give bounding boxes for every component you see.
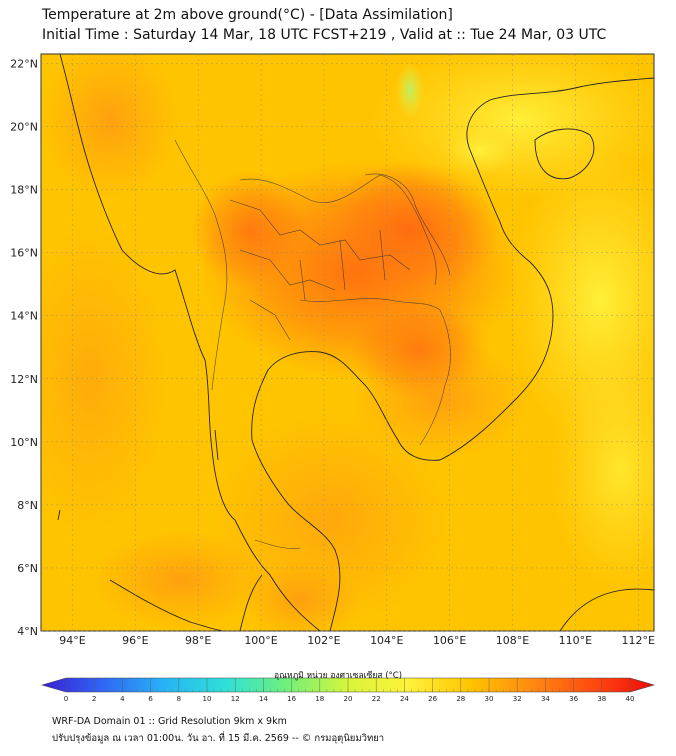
colorbar-tick-label: 10	[203, 695, 212, 703]
colorbar-tick-label: 38	[597, 695, 606, 703]
lon-tick-label: 102°E	[307, 634, 340, 647]
admin-borders	[174, 139, 451, 549]
graticule	[41, 54, 654, 632]
colorbar-tick-label: 8	[177, 695, 181, 703]
lat-tick-label: 4°N	[17, 625, 38, 638]
coastline-sumatra	[109, 579, 226, 631]
lon-tick-label: 96°E	[122, 634, 148, 647]
coastline-gulf-of-thailand	[251, 351, 441, 631]
colorbar-tick-label: 32	[513, 695, 522, 703]
colorbar-tick-label: 18	[315, 695, 324, 703]
colorbar-tick-label: 2	[92, 695, 96, 703]
lon-tick-labels: 94°E 96°E 98°E 100°E 102°E 104°E 106°E 108°E 110…	[59, 634, 655, 647]
border-cambodia-vietnam	[419, 309, 451, 446]
colorbar-tick-label: 4	[120, 695, 125, 703]
temperature-field	[41, 54, 654, 631]
lat-tick-label: 18°N	[10, 184, 38, 197]
lat-tick-label: 12°N	[10, 373, 38, 386]
lat-tick-label: 16°N	[10, 247, 38, 260]
lat-tick-label: 20°N	[10, 121, 38, 134]
hot-core-cambodia	[350, 300, 490, 400]
colorbar-tick-label: 26	[428, 695, 437, 703]
colorbar-tick-label: 36	[569, 695, 578, 703]
cool-area-hainan	[440, 125, 520, 175]
lon-tick-label: 98°E	[185, 634, 211, 647]
coastline-malaysia	[239, 574, 263, 631]
warm-area-northwest	[41, 54, 180, 200]
footer-line2: ปรับปรุงข้อมูล ณ เวลา 01:00น. วัน อา. ที…	[52, 733, 385, 744]
border-thailand-malaysia	[254, 539, 301, 549]
lon-tick-label: 94°E	[59, 634, 85, 647]
border-myanmar-thailand	[174, 139, 228, 391]
colorbar-label: อุณหภูมิ หน่วย องศาเซลเซียส (°C)	[273, 671, 403, 681]
hot-core-laos	[320, 160, 500, 300]
footer-line1: WRF-DA Domain 01 :: Grid Resolution 9km …	[52, 716, 287, 727]
colorbar-tick-label: 14	[259, 695, 268, 703]
coastline-borneo	[559, 588, 654, 631]
lat-tick-label: 14°N	[10, 310, 38, 323]
map-subtitle: Initial Time : Saturday 14 Mar, 18 UTC F…	[42, 27, 607, 43]
colorbar-tick-label: 28	[456, 695, 465, 703]
coastline-bay-of-bengal	[59, 54, 321, 631]
colorbar-ticks: 0 2 4 6 8 10 12 14 16 18 20 22 24 26 28 30 32 34 36 38 40	[64, 678, 635, 703]
colorbar-tick-label: 22	[372, 695, 381, 703]
colorbar-tick-label: 16	[287, 695, 296, 703]
lat-tick-label: 22°N	[10, 57, 38, 70]
lon-tick-label: 106°E	[433, 634, 466, 647]
warm-area-andaman	[41, 220, 170, 540]
lon-tick-label: 112°E	[622, 634, 655, 647]
border-laos-vietnam	[364, 173, 451, 276]
lon-tick-label: 100°E	[244, 634, 277, 647]
colorbar-tick-label: 0	[64, 695, 68, 703]
border-thailand-cambodia	[299, 298, 441, 311]
map-title: Temperature at 2m above ground(°C) - [Da…	[42, 7, 453, 23]
lat-tick-label: 8°N	[17, 499, 38, 512]
coastline-vietnam	[439, 77, 654, 461]
green-spot-north	[396, 62, 424, 118]
colorbar: 0 2 4 6 8 10 12 14 16 18 20 22 24 26 28 30 32 34 36 38 40	[40, 677, 656, 703]
lon-tick-label: 108°E	[496, 634, 529, 647]
colorbar-tick-label: 20	[344, 695, 353, 703]
provinces-thailand	[229, 199, 411, 341]
warm-area-malaysia	[240, 560, 360, 631]
lat-tick-labels: 4°N 6°N 8°N 10°N 12°N 14°N 16°N 18°N 20°N 22°N	[10, 57, 38, 638]
border-thailand-laos	[239, 174, 437, 286]
coastline-andaman-islands	[57, 429, 219, 521]
hot-core-west	[190, 170, 310, 290]
colorbar-tick-label: 30	[485, 695, 494, 703]
warm-area-sumatra	[90, 530, 270, 630]
colorbar-tick-label: 40	[626, 695, 635, 703]
cool-area-east	[550, 350, 654, 590]
lat-tick-label: 10°N	[10, 436, 38, 449]
lat-tick-label: 6°N	[17, 562, 38, 575]
colorbar-tick-label: 6	[148, 695, 153, 703]
coastlines	[57, 54, 654, 631]
coastline-hainan	[534, 128, 595, 180]
colorbar-tick-label: 12	[231, 695, 240, 703]
colorbar-tick-label: 34	[541, 695, 550, 703]
lon-tick-label: 104°E	[370, 634, 403, 647]
colorbar-tick-label: 24	[400, 695, 409, 703]
lon-tick-label: 110°E	[559, 634, 592, 647]
